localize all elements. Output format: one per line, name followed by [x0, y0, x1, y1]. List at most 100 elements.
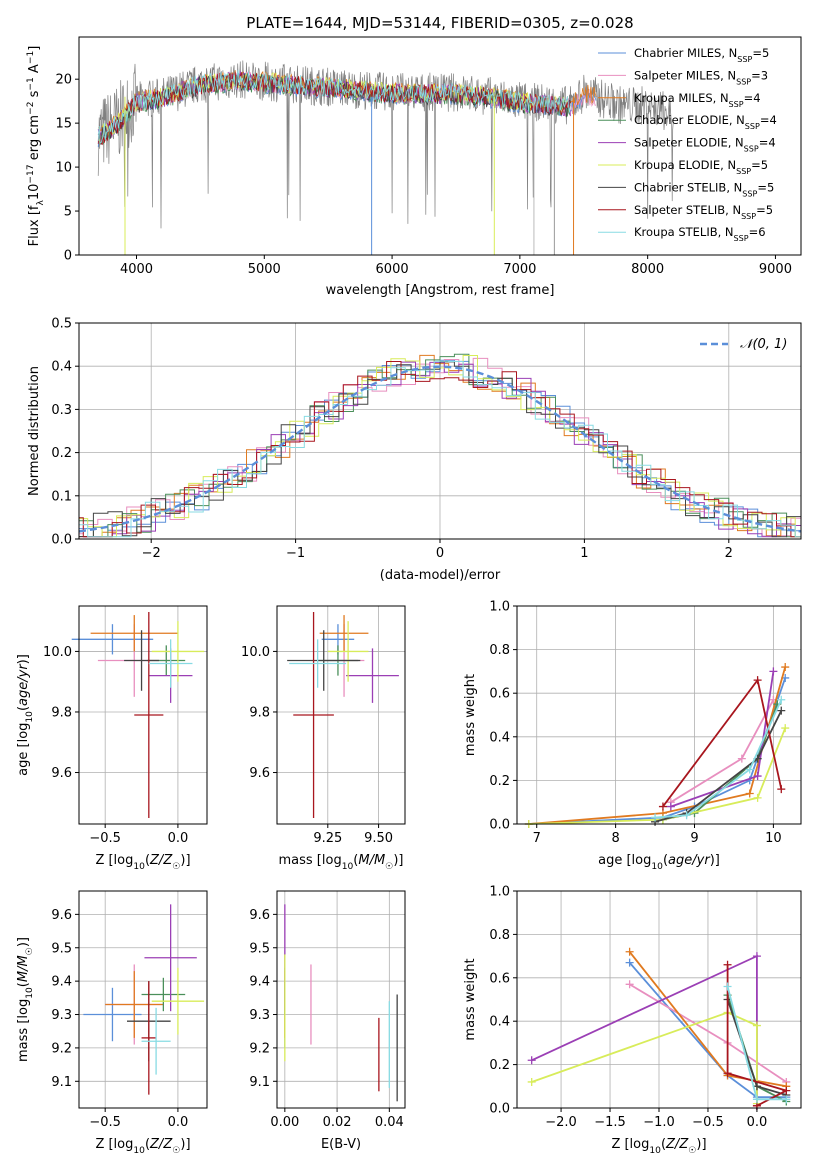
spectrum-series	[97, 60, 674, 255]
x-axis-label: Z [log10(Z/Z☉)]	[95, 1137, 190, 1156]
y-tick-label: 0.6	[489, 971, 510, 986]
model-spectrum-line	[97, 69, 571, 144]
y-tick-label: 9.1	[51, 1075, 72, 1090]
legend-entry: Chabrier MILES, NSSP=5	[634, 46, 769, 64]
text-layer: 4000 5000 6000 7000 8000 900005101520Chabrier…	[16, 46, 792, 1156]
x-tick-label: 9.50	[364, 831, 393, 846]
x-tick-label: 2	[725, 546, 733, 561]
axes-frame	[276, 605, 406, 825]
y-axis-label: mass weight	[463, 674, 478, 756]
marker-plus	[752, 1095, 761, 1104]
y-tick-label: 1.0	[489, 600, 510, 615]
x-axis-label: (data-model)/error	[380, 568, 501, 583]
hist-step-line	[79, 354, 801, 538]
marker-plus	[527, 1056, 536, 1065]
y-axis-label: mass [log10(M/M☉)]	[16, 937, 35, 1062]
x-tick-label: −2	[142, 546, 161, 561]
x-tick-label: 0.04	[375, 1115, 404, 1130]
y-tick-label: 9.6	[51, 766, 72, 781]
y-tick-label: 0.0	[51, 533, 72, 548]
axes-frame	[516, 605, 802, 825]
y-tick-label: 0.1	[51, 489, 72, 504]
marker-plus	[782, 1086, 791, 1095]
x-tick-label: 0.0	[168, 831, 189, 846]
legend-entry: Chabrier ELODIE, NSSP=4	[634, 113, 777, 131]
y-tick-label: 15	[55, 117, 72, 132]
y-tick-label: 5	[64, 205, 72, 220]
y-tick-label: 9.3	[51, 1008, 72, 1023]
y-tick-label: 9.4	[51, 975, 72, 990]
y-tick-label: 0.2	[489, 774, 510, 789]
legend-entry: Kroupa ELODIE, NSSP=5	[634, 158, 768, 176]
axes-frame	[78, 890, 208, 1109]
marker-plus	[723, 960, 732, 969]
marker-plus	[777, 706, 786, 715]
x-tick-label: 5000	[248, 262, 281, 277]
marker-plus	[753, 793, 762, 802]
marker-plus	[752, 1021, 761, 1030]
y-tick-label: 0	[64, 249, 72, 264]
x-tick-label: −0.5	[89, 831, 121, 846]
marker-plus	[658, 802, 667, 811]
x-tick-label: 6000	[376, 262, 409, 277]
axes-frame	[78, 36, 802, 256]
y-tick-label: 9.8	[249, 705, 270, 720]
mass-weight-line	[726, 964, 789, 1107]
y-axis-label: Normed distribution	[27, 366, 42, 496]
y-tick-label: 9.5	[51, 941, 72, 956]
x-tick-label: −0.5	[692, 1115, 724, 1130]
y-tick-label: 9.3	[249, 1008, 270, 1023]
hist-step-line	[79, 361, 801, 538]
y-tick-label: 0.0	[489, 1102, 510, 1117]
hist-series	[79, 353, 801, 538]
axes-frame	[276, 890, 406, 1109]
y-tick-label: 0.4	[51, 360, 72, 375]
y-tick-label: 20	[55, 73, 72, 88]
frame-layer	[75, 36, 802, 1112]
y-tick-label: 10.0	[241, 645, 270, 660]
y-tick-label: 10	[55, 161, 72, 176]
x-tick-label: 9000	[759, 262, 792, 277]
hist-step-line	[79, 361, 801, 538]
x-tick-label: 4000	[120, 262, 153, 277]
marker-plus	[752, 952, 761, 961]
x-tick-label: 9	[690, 831, 698, 846]
marker-plus	[625, 980, 634, 989]
y-tick-label: 9.1	[249, 1075, 270, 1090]
x-tick-label: 9.25	[313, 831, 342, 846]
grid-layer	[79, 322, 801, 1109]
x-tick-label: 8	[611, 831, 619, 846]
legend-entry: 𝒩(0, 1)	[740, 337, 787, 352]
hist-step-line	[79, 355, 801, 538]
x-tick-label: −1.0	[643, 1115, 675, 1130]
x-tick-label: 7	[533, 831, 541, 846]
marker-plus	[625, 958, 634, 967]
y-tick-label: 9.8	[51, 705, 72, 720]
x-tick-label: −0.5	[89, 1115, 121, 1130]
y-axis-label: mass weight	[463, 958, 478, 1040]
x-tick-label: −1.5	[594, 1115, 626, 1130]
mass-weight-line	[655, 699, 783, 819]
legend-entry: Salpeter ELODIE, NSSP=4	[634, 136, 776, 154]
marker-plus	[782, 1095, 791, 1104]
x-axis-label: mass [log10(M/M☉)]	[279, 853, 404, 872]
y-tick-label: 10.0	[43, 645, 72, 660]
y-tick-label: 0.2	[51, 446, 72, 461]
marker-plus	[777, 695, 786, 704]
y-tick-label: 0.3	[51, 403, 72, 418]
x-tick-label: −2.0	[545, 1115, 577, 1130]
hist-step-line	[79, 360, 801, 538]
legend-entry: Salpeter MILES, NSSP=3	[634, 68, 768, 86]
legend-entry: Chabrier STELIB, NSSP=5	[634, 180, 774, 198]
marker-plus	[745, 789, 754, 798]
marker-plus	[737, 754, 746, 763]
y-tick-label: 0.4	[489, 730, 510, 745]
y-tick-label: 0.5	[51, 317, 72, 332]
x-axis-label: Z [log10(Z/Z☉)]	[611, 1137, 706, 1156]
y-tick-label: 9.6	[249, 908, 270, 923]
y-tick-label: 9.6	[51, 908, 72, 923]
x-axis-label: Z [log10(Z/Z☉)]	[95, 853, 190, 872]
normal-curve	[79, 365, 801, 533]
marker-plus	[625, 947, 634, 956]
legend-entry: Salpeter STELIB, NSSP=5	[634, 203, 773, 221]
